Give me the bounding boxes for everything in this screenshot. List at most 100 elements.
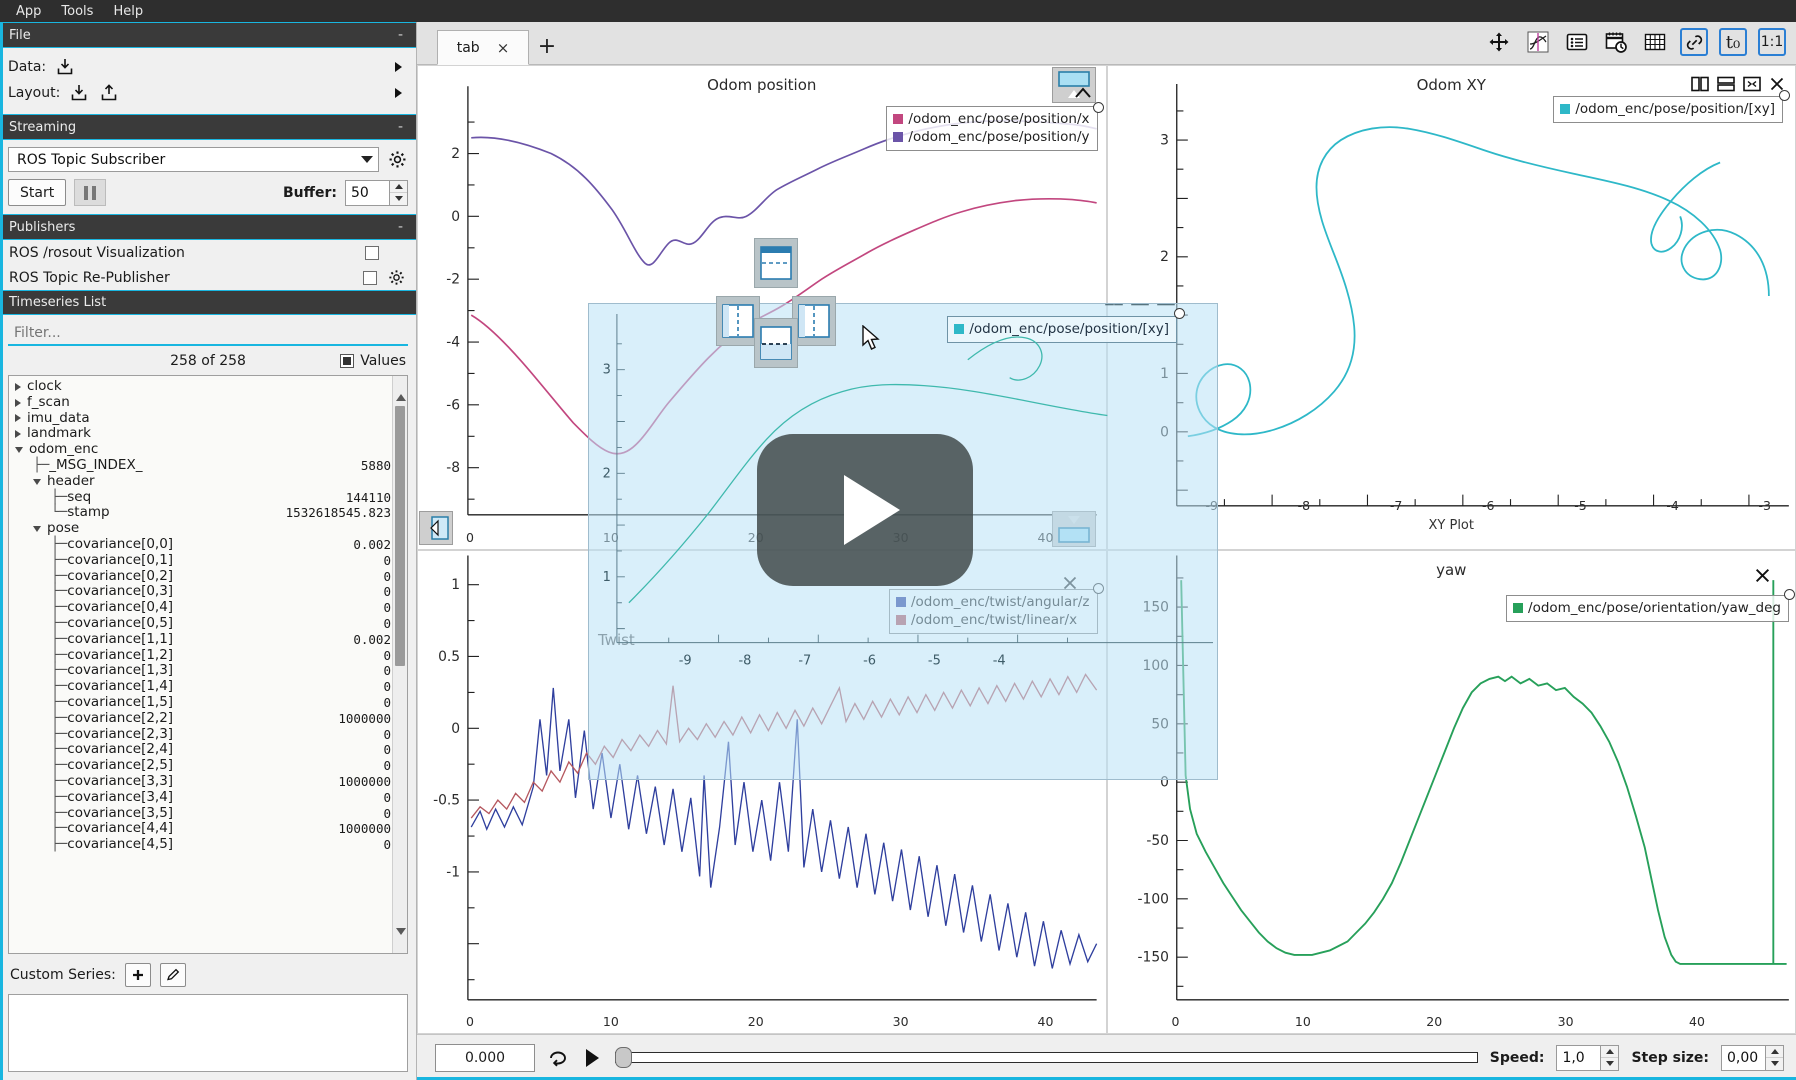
- ratio-one-icon[interactable]: 1:1: [1758, 28, 1786, 56]
- chevron-right-icon[interactable]: [15, 414, 21, 423]
- chevron-down-icon[interactable]: [15, 447, 23, 454]
- step-increment-icon[interactable]: [1766, 1046, 1783, 1058]
- buffer-increment-icon[interactable]: [390, 181, 407, 193]
- legend-row[interactable]: /odom_enc/pose/orientation/yaw_deg: [1513, 599, 1781, 617]
- curve-tracker-icon[interactable]: [1524, 28, 1552, 56]
- chevron-right-icon[interactable]: [15, 398, 21, 407]
- video-play-overlay[interactable]: [757, 434, 973, 586]
- tree-item[interactable]: clock: [9, 378, 407, 395]
- grid-icon[interactable]: [1641, 28, 1669, 56]
- tab-close-icon[interactable]: ×: [496, 38, 510, 57]
- custom-series-edit-button[interactable]: [159, 963, 186, 987]
- speed-stepper[interactable]: [1556, 1044, 1620, 1071]
- plot-yaw[interactable]: yaw 150 100 50 0 -50: [1106, 549, 1796, 1034]
- custom-series-list[interactable]: [8, 994, 408, 1072]
- speed-increment-icon[interactable]: [1601, 1046, 1619, 1058]
- tree-item[interactable]: ├─ covariance[1,3] 0: [9, 663, 407, 679]
- time-zero-icon[interactable]: t₀: [1719, 28, 1747, 56]
- legend-resize-knob[interactable]: [1779, 90, 1790, 101]
- buffer-stepper[interactable]: [345, 179, 408, 206]
- tree-item[interactable]: ├─ _MSG_INDEX_ 5880: [9, 457, 407, 474]
- streaming-settings-gear-icon[interactable]: [386, 149, 408, 171]
- values-checkbox-icon[interactable]: [340, 354, 355, 368]
- tree-item[interactable]: └─ stamp 1532618545.823: [9, 505, 407, 521]
- drop-zone-top-icon[interactable]: [754, 238, 798, 288]
- tree-item[interactable]: ├─ covariance[0,0] 0.002: [9, 536, 407, 553]
- close-icon[interactable]: [1769, 76, 1785, 96]
- tree-item[interactable]: ├─ covariance[3,5] 0: [9, 805, 407, 822]
- step-decrement-icon[interactable]: [1766, 1058, 1783, 1070]
- menu-help[interactable]: Help: [113, 3, 144, 19]
- scroll-up-arrow-icon[interactable]: [396, 379, 406, 401]
- link-axes-icon[interactable]: [1680, 28, 1708, 56]
- tree-item[interactable]: ├─ covariance[2,3] 0: [9, 726, 407, 743]
- tree-item[interactable]: ├─ covariance[1,4] 0: [9, 678, 407, 695]
- tree-vertical-scrollbar[interactable]: [392, 376, 407, 953]
- file-section-header[interactable]: File -: [0, 22, 416, 48]
- tree-item[interactable]: ├─ covariance[4,5] 0: [9, 836, 407, 853]
- loop-icon[interactable]: [547, 1047, 569, 1069]
- chevron-right-icon[interactable]: [15, 382, 21, 391]
- tree-item[interactable]: pose: [9, 520, 407, 537]
- scroll-down-arrow-icon[interactable]: [396, 928, 406, 950]
- tree-item[interactable]: ├─ covariance[0,5] 0: [9, 615, 407, 632]
- tree-item[interactable]: ├─ covariance[1,5] 0: [9, 694, 407, 711]
- publisher-checkbox-rosout[interactable]: [365, 245, 379, 260]
- tree-item[interactable]: ├─ seq 144110: [9, 489, 407, 506]
- menu-tools[interactable]: Tools: [61, 3, 94, 19]
- plot-scroll-left-button[interactable]: [419, 510, 453, 545]
- chevron-down-icon[interactable]: [33, 478, 41, 485]
- chevron-down-icon[interactable]: [33, 526, 41, 533]
- chevron-right-icon[interactable]: [15, 430, 21, 439]
- tree-item[interactable]: ├─ covariance[4,4] 1000000: [9, 821, 407, 837]
- legend-odom-xy[interactable]: /odom_enc/pose/position/[xy]: [1553, 96, 1783, 123]
- split-vertical-icon[interactable]: [1691, 76, 1709, 96]
- speed-input[interactable]: [1556, 1044, 1601, 1071]
- timeline-slider[interactable]: [615, 1047, 1478, 1068]
- drop-zone-right-icon[interactable]: [792, 296, 836, 346]
- streaming-pause-button[interactable]: [74, 179, 107, 206]
- streaming-start-button[interactable]: Start: [8, 179, 67, 206]
- tree-item[interactable]: ├─ covariance[3,4] 0: [9, 789, 407, 806]
- timeseries-tree[interactable]: clock f_scan imu_data landmark odom_enc ├─ _MS…: [8, 375, 408, 954]
- file-collapse-icon[interactable]: -: [397, 27, 403, 43]
- layout-load-icon[interactable]: [68, 82, 90, 104]
- tree-item[interactable]: imu_data: [9, 410, 407, 427]
- plot-odom-xy[interactable]: Odom XY 3: [1106, 65, 1796, 550]
- legend-list-icon[interactable]: [1563, 28, 1591, 56]
- tree-scroll-thumb[interactable]: [395, 406, 405, 666]
- timeline-track[interactable]: [615, 1052, 1478, 1063]
- streaming-source-select[interactable]: ROS Topic Subscriber: [8, 147, 379, 172]
- play-icon[interactable]: [581, 1047, 603, 1069]
- menu-app[interactable]: App: [16, 3, 42, 19]
- current-time-field[interactable]: 0.000: [435, 1043, 535, 1072]
- streaming-section-header[interactable]: Streaming -: [0, 114, 416, 140]
- zoom-fit-icon[interactable]: [1743, 76, 1761, 96]
- timeseries-filter-input[interactable]: [8, 321, 408, 346]
- tree-item[interactable]: ├─ covariance[3,3] 1000000: [9, 773, 407, 790]
- tree-item[interactable]: ├─ covariance[0,1] 0: [9, 552, 407, 569]
- tree-item[interactable]: f_scan: [9, 394, 407, 411]
- tree-item[interactable]: ├─ covariance[2,2] 1000000: [9, 710, 407, 727]
- data-load-icon[interactable]: [54, 56, 76, 78]
- publisher-gear-icon[interactable]: [385, 267, 407, 289]
- step-size-stepper[interactable]: [1721, 1044, 1784, 1071]
- plot-collapse-top-button[interactable]: [1051, 67, 1096, 103]
- tree-item[interactable]: ├─ covariance[1,2] 0: [9, 647, 407, 664]
- close-icon[interactable]: [1754, 567, 1771, 588]
- tree-item[interactable]: header: [9, 473, 407, 490]
- publishers-section-header[interactable]: Publishers -: [0, 214, 416, 240]
- tab-item[interactable]: tab ×: [437, 30, 529, 65]
- custom-series-add-button[interactable]: [124, 963, 151, 987]
- publishers-collapse-icon[interactable]: -: [397, 219, 403, 235]
- data-menu-arrow-icon[interactable]: [395, 62, 402, 72]
- tree-item[interactable]: ├─ covariance[2,4] 0: [9, 742, 407, 758]
- pan-icon[interactable]: [1485, 28, 1513, 56]
- speed-decrement-icon[interactable]: [1601, 1058, 1618, 1070]
- streaming-collapse-icon[interactable]: -: [397, 119, 403, 135]
- tree-item[interactable]: landmark: [9, 426, 407, 442]
- tree-item[interactable]: ├─ covariance[0,4] 0: [9, 599, 407, 616]
- add-tab-button[interactable]: +: [537, 34, 557, 59]
- legend-resize-knob[interactable]: [1092, 102, 1104, 113]
- time-calendar-icon[interactable]: [1602, 28, 1630, 56]
